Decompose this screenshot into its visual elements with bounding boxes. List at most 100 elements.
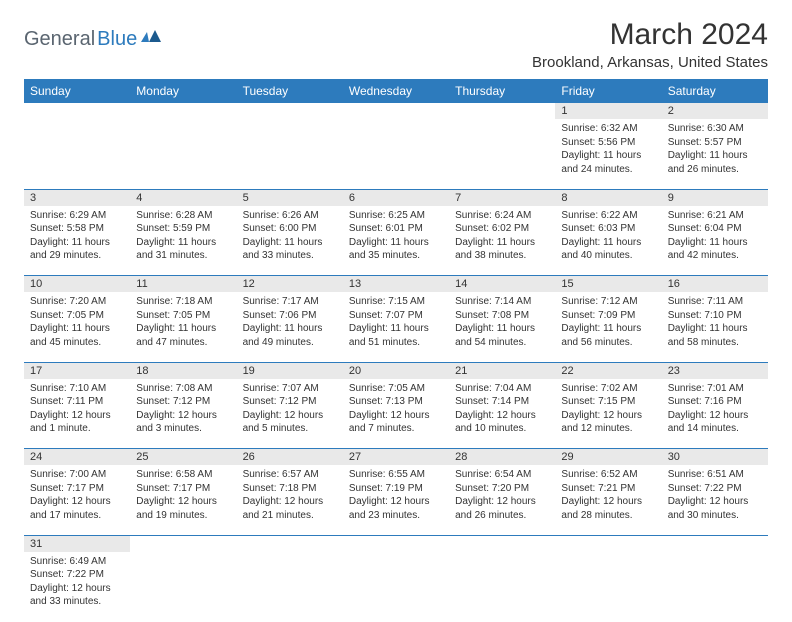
sunset-line: Sunset: 7:08 PM [455, 309, 549, 323]
sunrise-line: Sunrise: 6:32 AM [561, 122, 655, 136]
sunset-line: Sunset: 7:13 PM [349, 395, 443, 409]
day-content-cell: Sunrise: 7:15 AMSunset: 7:07 PMDaylight:… [343, 292, 449, 362]
day-number-cell: 4 [130, 189, 236, 206]
sunrise-line: Sunrise: 6:54 AM [455, 468, 549, 482]
daylight-line: Daylight: 11 hours and 56 minutes. [561, 322, 655, 349]
sunrise-line: Sunrise: 7:02 AM [561, 382, 655, 396]
day-number-cell: 26 [237, 449, 343, 466]
sunset-line: Sunset: 7:09 PM [561, 309, 655, 323]
day-header: Saturday [662, 79, 768, 103]
day-number-cell: 10 [24, 276, 130, 293]
sunset-line: Sunset: 7:05 PM [136, 309, 230, 323]
day-number-cell [24, 103, 130, 119]
daylight-line: Daylight: 12 hours and 7 minutes. [349, 409, 443, 436]
daylight-line: Daylight: 12 hours and 1 minute. [30, 409, 124, 436]
day-content-cell: Sunrise: 6:52 AMSunset: 7:21 PMDaylight:… [555, 465, 661, 535]
sunset-line: Sunset: 7:17 PM [136, 482, 230, 496]
day-number-cell: 1 [555, 103, 661, 119]
sunrise-line: Sunrise: 6:22 AM [561, 209, 655, 223]
day-number-cell [343, 103, 449, 119]
sunset-line: Sunset: 7:15 PM [561, 395, 655, 409]
daylight-line: Daylight: 12 hours and 28 minutes. [561, 495, 655, 522]
content-row: Sunrise: 7:20 AM Sunset: 7:05 PM Daylight:… [24, 292, 768, 362]
daylight-line: Daylight: 11 hours and 31 minutes. [136, 236, 230, 263]
sunset-line: Sunset: 6:02 PM [455, 222, 549, 236]
daylight-line: Daylight: 12 hours and 12 minutes. [561, 409, 655, 436]
sunset-line: Sunset: 7:12 PM [136, 395, 230, 409]
day-content-cell: Sunrise: 6:29 AMSunset: 5:58 PMDaylight:… [24, 206, 130, 276]
sunset-line: Sunset: 7:10 PM [668, 309, 762, 323]
day-number-cell: 18 [130, 362, 236, 379]
day-number-cell [237, 535, 343, 552]
sunrise-line: Sunrise: 7:04 AM [455, 382, 549, 396]
sunset-line: Sunset: 5:57 PM [668, 136, 762, 150]
day-content-cell [449, 119, 555, 189]
daylight-line: Daylight: 12 hours and 3 minutes. [136, 409, 230, 436]
sunset-line: Sunset: 6:04 PM [668, 222, 762, 236]
sunrise-line: Sunrise: 6:26 AM [243, 209, 337, 223]
sunset-line: Sunset: 6:01 PM [349, 222, 443, 236]
daylight-line: Daylight: 11 hours and 42 minutes. [668, 236, 762, 263]
day-number-cell [555, 535, 661, 552]
sunrise-line: Sunrise: 7:08 AM [136, 382, 230, 396]
sunrise-line: Sunrise: 7:10 AM [30, 382, 124, 396]
daylight-line: Daylight: 11 hours and 33 minutes. [243, 236, 337, 263]
daylight-line: Daylight: 12 hours and 5 minutes. [243, 409, 337, 436]
day-number-cell: 22 [555, 362, 661, 379]
daylight-line: Daylight: 11 hours and 51 minutes. [349, 322, 443, 349]
content-row: Sunrise: 7:00 AMSunset: 7:17 PMDaylight:… [24, 465, 768, 535]
day-content-cell: Sunrise: 6:22 AMSunset: 6:03 PMDaylight:… [555, 206, 661, 276]
daynum-row: 3456789 [24, 189, 768, 206]
sunrise-line: Sunrise: 7:20 AM [30, 295, 124, 309]
day-number-cell [449, 103, 555, 119]
day-number-cell: 5 [237, 189, 343, 206]
day-number-cell [662, 535, 768, 552]
day-number-cell: 6 [343, 189, 449, 206]
day-content-cell: Sunrise: 6:24 AMSunset: 6:02 PMDaylight:… [449, 206, 555, 276]
day-number-cell: 14 [449, 276, 555, 293]
daynum-row: 12 [24, 103, 768, 119]
daylight-line: Daylight: 12 hours and 33 minutes. [30, 582, 124, 609]
sunrise-line: Sunrise: 7:01 AM [668, 382, 762, 396]
sunrise-line: Sunrise: 7:05 AM [349, 382, 443, 396]
day-number-cell: 29 [555, 449, 661, 466]
sunset-line: Sunset: 7:06 PM [243, 309, 337, 323]
sunrise-line: Sunrise: 7:17 AM [243, 295, 337, 309]
day-number-cell: 24 [24, 449, 130, 466]
sunset-line: Sunset: 7:22 PM [668, 482, 762, 496]
daylight-line: Daylight: 11 hours and 29 minutes. [30, 236, 124, 263]
day-number-cell: 8 [555, 189, 661, 206]
day-number-cell: 16 [662, 276, 768, 293]
sunrise-line: Sunrise: 6:52 AM [561, 468, 655, 482]
sunrise-line: Sunrise: 7:14 AM [455, 295, 549, 309]
day-header: Thursday [449, 79, 555, 103]
day-content-cell: Sunrise: 6:32 AMSunset: 5:56 PMDaylight:… [555, 119, 661, 189]
sunset-line: Sunset: 7:07 PM [349, 309, 443, 323]
day-number-cell [449, 535, 555, 552]
sunrise-line: Sunrise: 6:58 AM [136, 468, 230, 482]
day-content-cell: Sunrise: 7:01 AMSunset: 7:16 PMDaylight:… [662, 379, 768, 449]
header: GeneralBlue March 2024 Brookland, Arkans… [24, 18, 768, 71]
sunrise-line: Sunrise: 6:57 AM [243, 468, 337, 482]
day-number-cell: 15 [555, 276, 661, 293]
content-row: Sunrise: 7:10 AMSunset: 7:11 PMDaylight:… [24, 379, 768, 449]
daylight-line: Daylight: 12 hours and 26 minutes. [455, 495, 549, 522]
day-content-cell: Sunrise: 7:00 AMSunset: 7:17 PMDaylight:… [24, 465, 130, 535]
day-content-cell [343, 119, 449, 189]
day-content-cell [130, 552, 236, 622]
sunset-line: Sunset: 7:17 PM [30, 482, 124, 496]
day-content-cell: Sunrise: 6:57 AMSunset: 7:18 PMDaylight:… [237, 465, 343, 535]
content-row: Sunrise: 6:29 AMSunset: 5:58 PMDaylight:… [24, 206, 768, 276]
daylight-line: Daylight: 12 hours and 19 minutes. [136, 495, 230, 522]
day-number-cell [130, 535, 236, 552]
day-header-row: Sunday Monday Tuesday Wednesday Thursday… [24, 79, 768, 103]
sunset-line: Sunset: 5:56 PM [561, 136, 655, 150]
day-number-cell: 20 [343, 362, 449, 379]
sunrise-line: Sunrise: 7:12 AM [561, 295, 655, 309]
day-number-cell: 3 [24, 189, 130, 206]
sunset-line: Sunset: 7:18 PM [243, 482, 337, 496]
day-number-cell [237, 103, 343, 119]
day-content-cell [130, 119, 236, 189]
sunset-line: Sunset: 7:21 PM [561, 482, 655, 496]
sunrise-line: Sunrise: 6:24 AM [455, 209, 549, 223]
